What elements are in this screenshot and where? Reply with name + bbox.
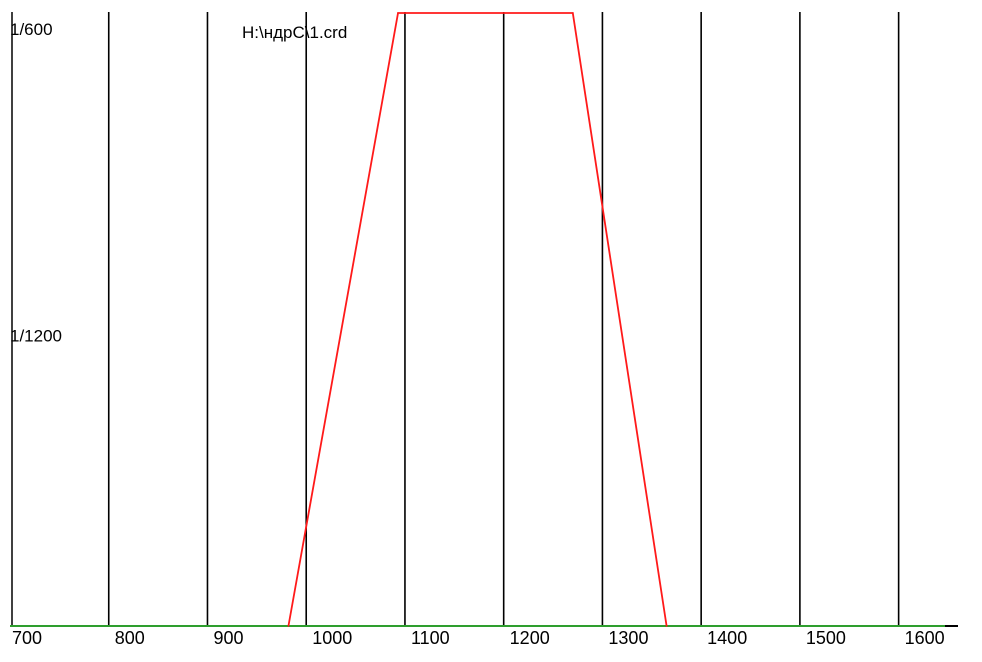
x-tick-label-900: 900 [213,628,243,648]
x-tick-label-1300: 1300 [608,628,648,648]
series-point-0-1 [397,12,399,14]
chart-title: H:\ндрС\1.crd [242,23,347,42]
x-tick-label-1600: 1600 [905,628,945,648]
y-tick-label: 1/1200 [10,327,62,346]
x-tick-label-1000: 1000 [312,628,352,648]
series-line-0 [287,12,668,627]
x-tick-label-1400: 1400 [707,628,747,648]
x-tick-label-800: 800 [115,628,145,648]
series-point-0-0 [287,625,290,627]
series-group [287,12,668,627]
y-tick-label: 1/600 [10,20,53,39]
series-point-0-2 [572,12,574,14]
y-tick-labels: 1/600 1/1200 [10,20,62,346]
x-tick-labels: 700 800 900 1000 1100 1200 1300 1400 1500 1600 [12,628,945,648]
x-tick-label-1200: 1200 [510,628,550,648]
series-point-0-3 [665,625,668,627]
grid-lines [107,12,900,626]
x-tick-label-1100: 1100 [411,628,450,648]
x-tick-label-700: 700 [12,628,42,648]
x-tick-label-1500: 1500 [806,628,846,648]
